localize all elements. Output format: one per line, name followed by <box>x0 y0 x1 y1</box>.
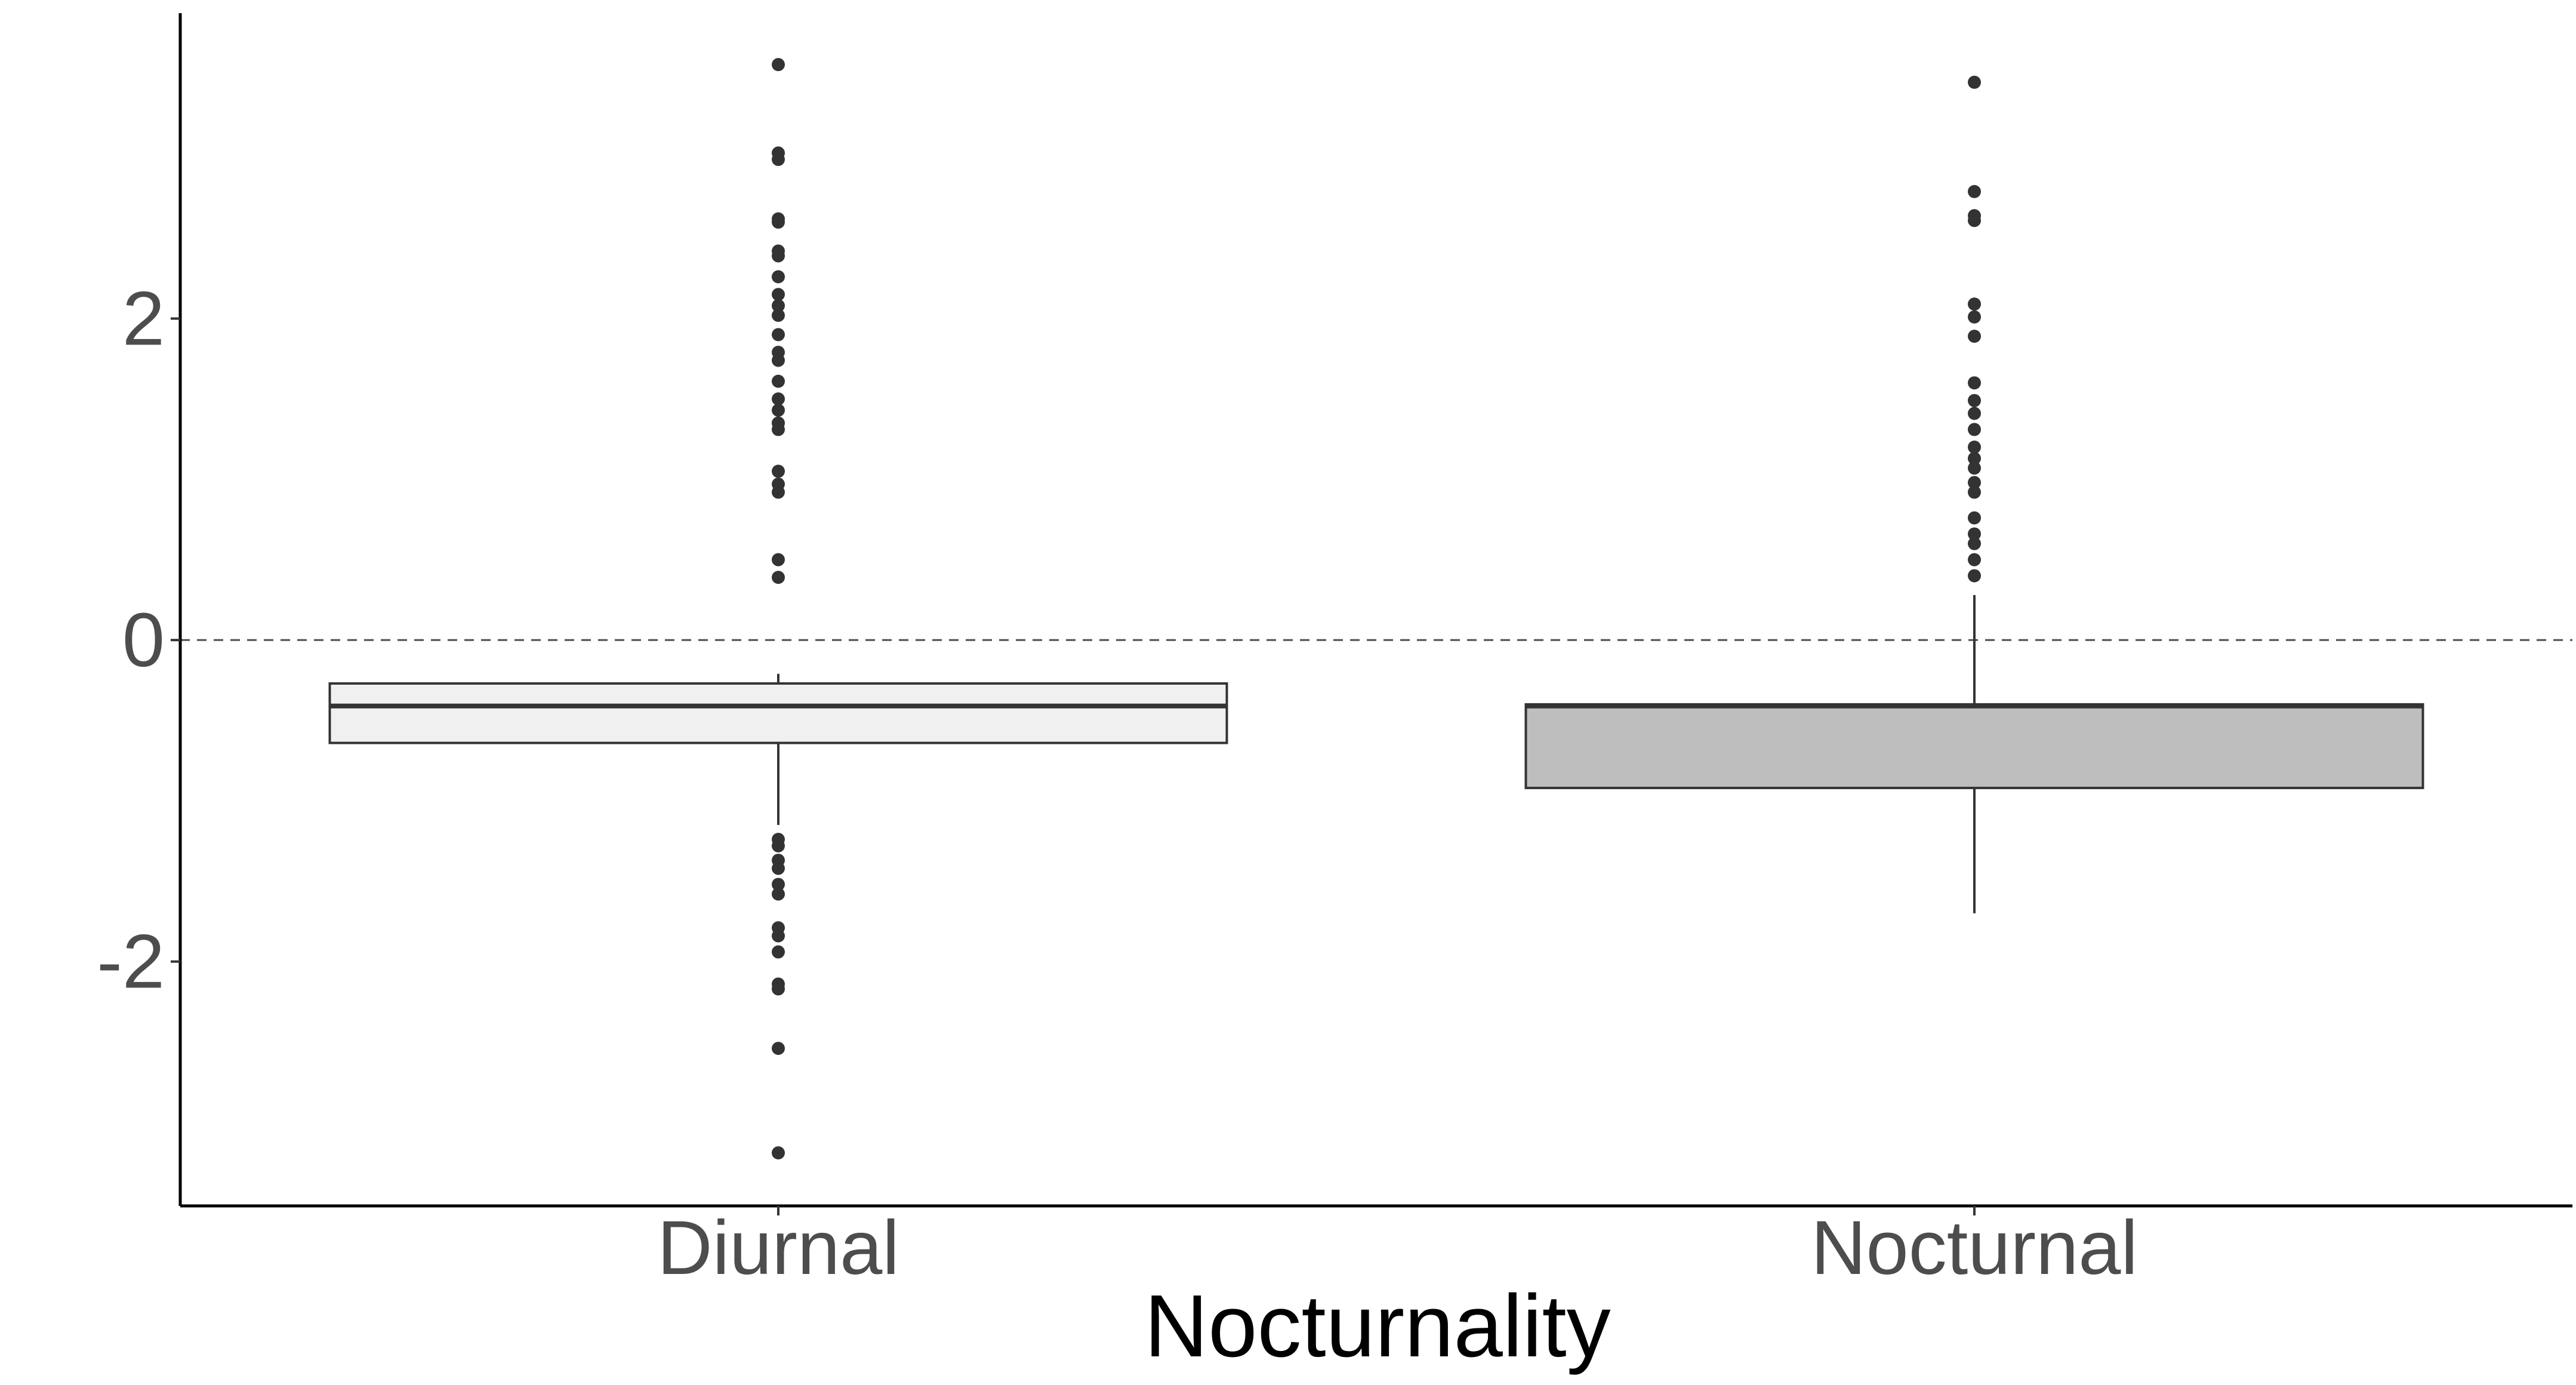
outlier-point-diurnal <box>772 288 785 301</box>
outlier-point-diurnal <box>772 485 785 499</box>
outlier-point-nocturnal <box>1968 423 1981 436</box>
outlier-point-nocturnal <box>1968 393 1981 407</box>
outlier-point-nocturnal <box>1968 511 1981 525</box>
outlier-point-nocturnal <box>1968 553 1981 567</box>
box-nocturnal <box>1524 595 2424 913</box>
y-tick-label: 2 <box>122 276 165 362</box>
outlier-point-nocturnal <box>1968 537 1981 550</box>
outlier-point-diurnal <box>772 423 785 436</box>
y-tick-label: -2 <box>97 919 165 1005</box>
outlier-point-nocturnal <box>1968 441 1981 454</box>
outlier-point-nocturnal <box>1968 214 1981 227</box>
outlier-point-nocturnal <box>1968 461 1981 475</box>
outlier-point-nocturnal <box>1968 527 1981 541</box>
outlier-point-diurnal <box>772 270 785 284</box>
outlier-point-diurnal <box>772 309 785 322</box>
outlier-point-nocturnal <box>1968 75 1981 89</box>
ticks-layer: Diurnal Nocturnal -2 0 2 <box>97 276 2138 1291</box>
box-body-nocturnal <box>1524 703 2424 789</box>
outlier-point-diurnal <box>772 249 785 263</box>
outlier-point-nocturnal <box>1968 297 1981 311</box>
outlier-point-nocturnal <box>1968 330 1981 343</box>
box-body-diurnal <box>328 682 1228 744</box>
boxes-layer <box>328 595 2424 913</box>
outlier-point-nocturnal <box>1968 451 1981 465</box>
x-tick-label-nocturnal: Nocturnal <box>1811 1205 2138 1291</box>
outlier-point-diurnal <box>772 153 785 167</box>
outlier-point-diurnal <box>772 945 785 959</box>
outliers-layer <box>772 58 1981 1160</box>
box-diurnal <box>328 673 1228 825</box>
outlier-point-diurnal <box>772 353 785 367</box>
outlier-point-diurnal <box>772 374 785 388</box>
outlier-point-nocturnal <box>1968 485 1981 499</box>
outlier-point-nocturnal <box>1968 310 1981 324</box>
outlier-point-diurnal <box>772 328 785 341</box>
outlier-point-diurnal <box>772 216 785 229</box>
outlier-point-diurnal <box>772 392 785 406</box>
outlier-point-diurnal <box>772 464 785 478</box>
x-tick-label-diurnal: Diurnal <box>657 1205 899 1291</box>
outlier-point-nocturnal <box>1968 476 1981 490</box>
outlier-point-diurnal <box>772 1146 785 1160</box>
outlier-point-diurnal <box>772 299 785 313</box>
outlier-point-nocturnal <box>1968 569 1981 583</box>
axes-layer <box>178 13 2572 1208</box>
outlier-point-nocturnal <box>1968 407 1981 420</box>
outlier-point-diurnal <box>772 861 785 875</box>
outlier-point-nocturnal <box>1968 184 1981 198</box>
outlier-point-diurnal <box>772 878 785 891</box>
outlier-point-diurnal <box>772 982 785 996</box>
outlier-point-nocturnal <box>1968 376 1981 390</box>
outlier-point-diurnal <box>772 1042 785 1055</box>
outlier-point-diurnal <box>772 404 785 417</box>
outlier-point-diurnal <box>772 929 785 943</box>
outlier-point-diurnal <box>772 58 785 72</box>
outlier-point-diurnal <box>772 887 785 901</box>
y-tick-label: 0 <box>122 598 165 683</box>
outlier-point-diurnal <box>772 839 785 852</box>
x-axis-title: Nocturnality <box>1144 1277 1610 1375</box>
outlier-point-diurnal <box>772 571 785 584</box>
outlier-point-diurnal <box>772 553 785 567</box>
